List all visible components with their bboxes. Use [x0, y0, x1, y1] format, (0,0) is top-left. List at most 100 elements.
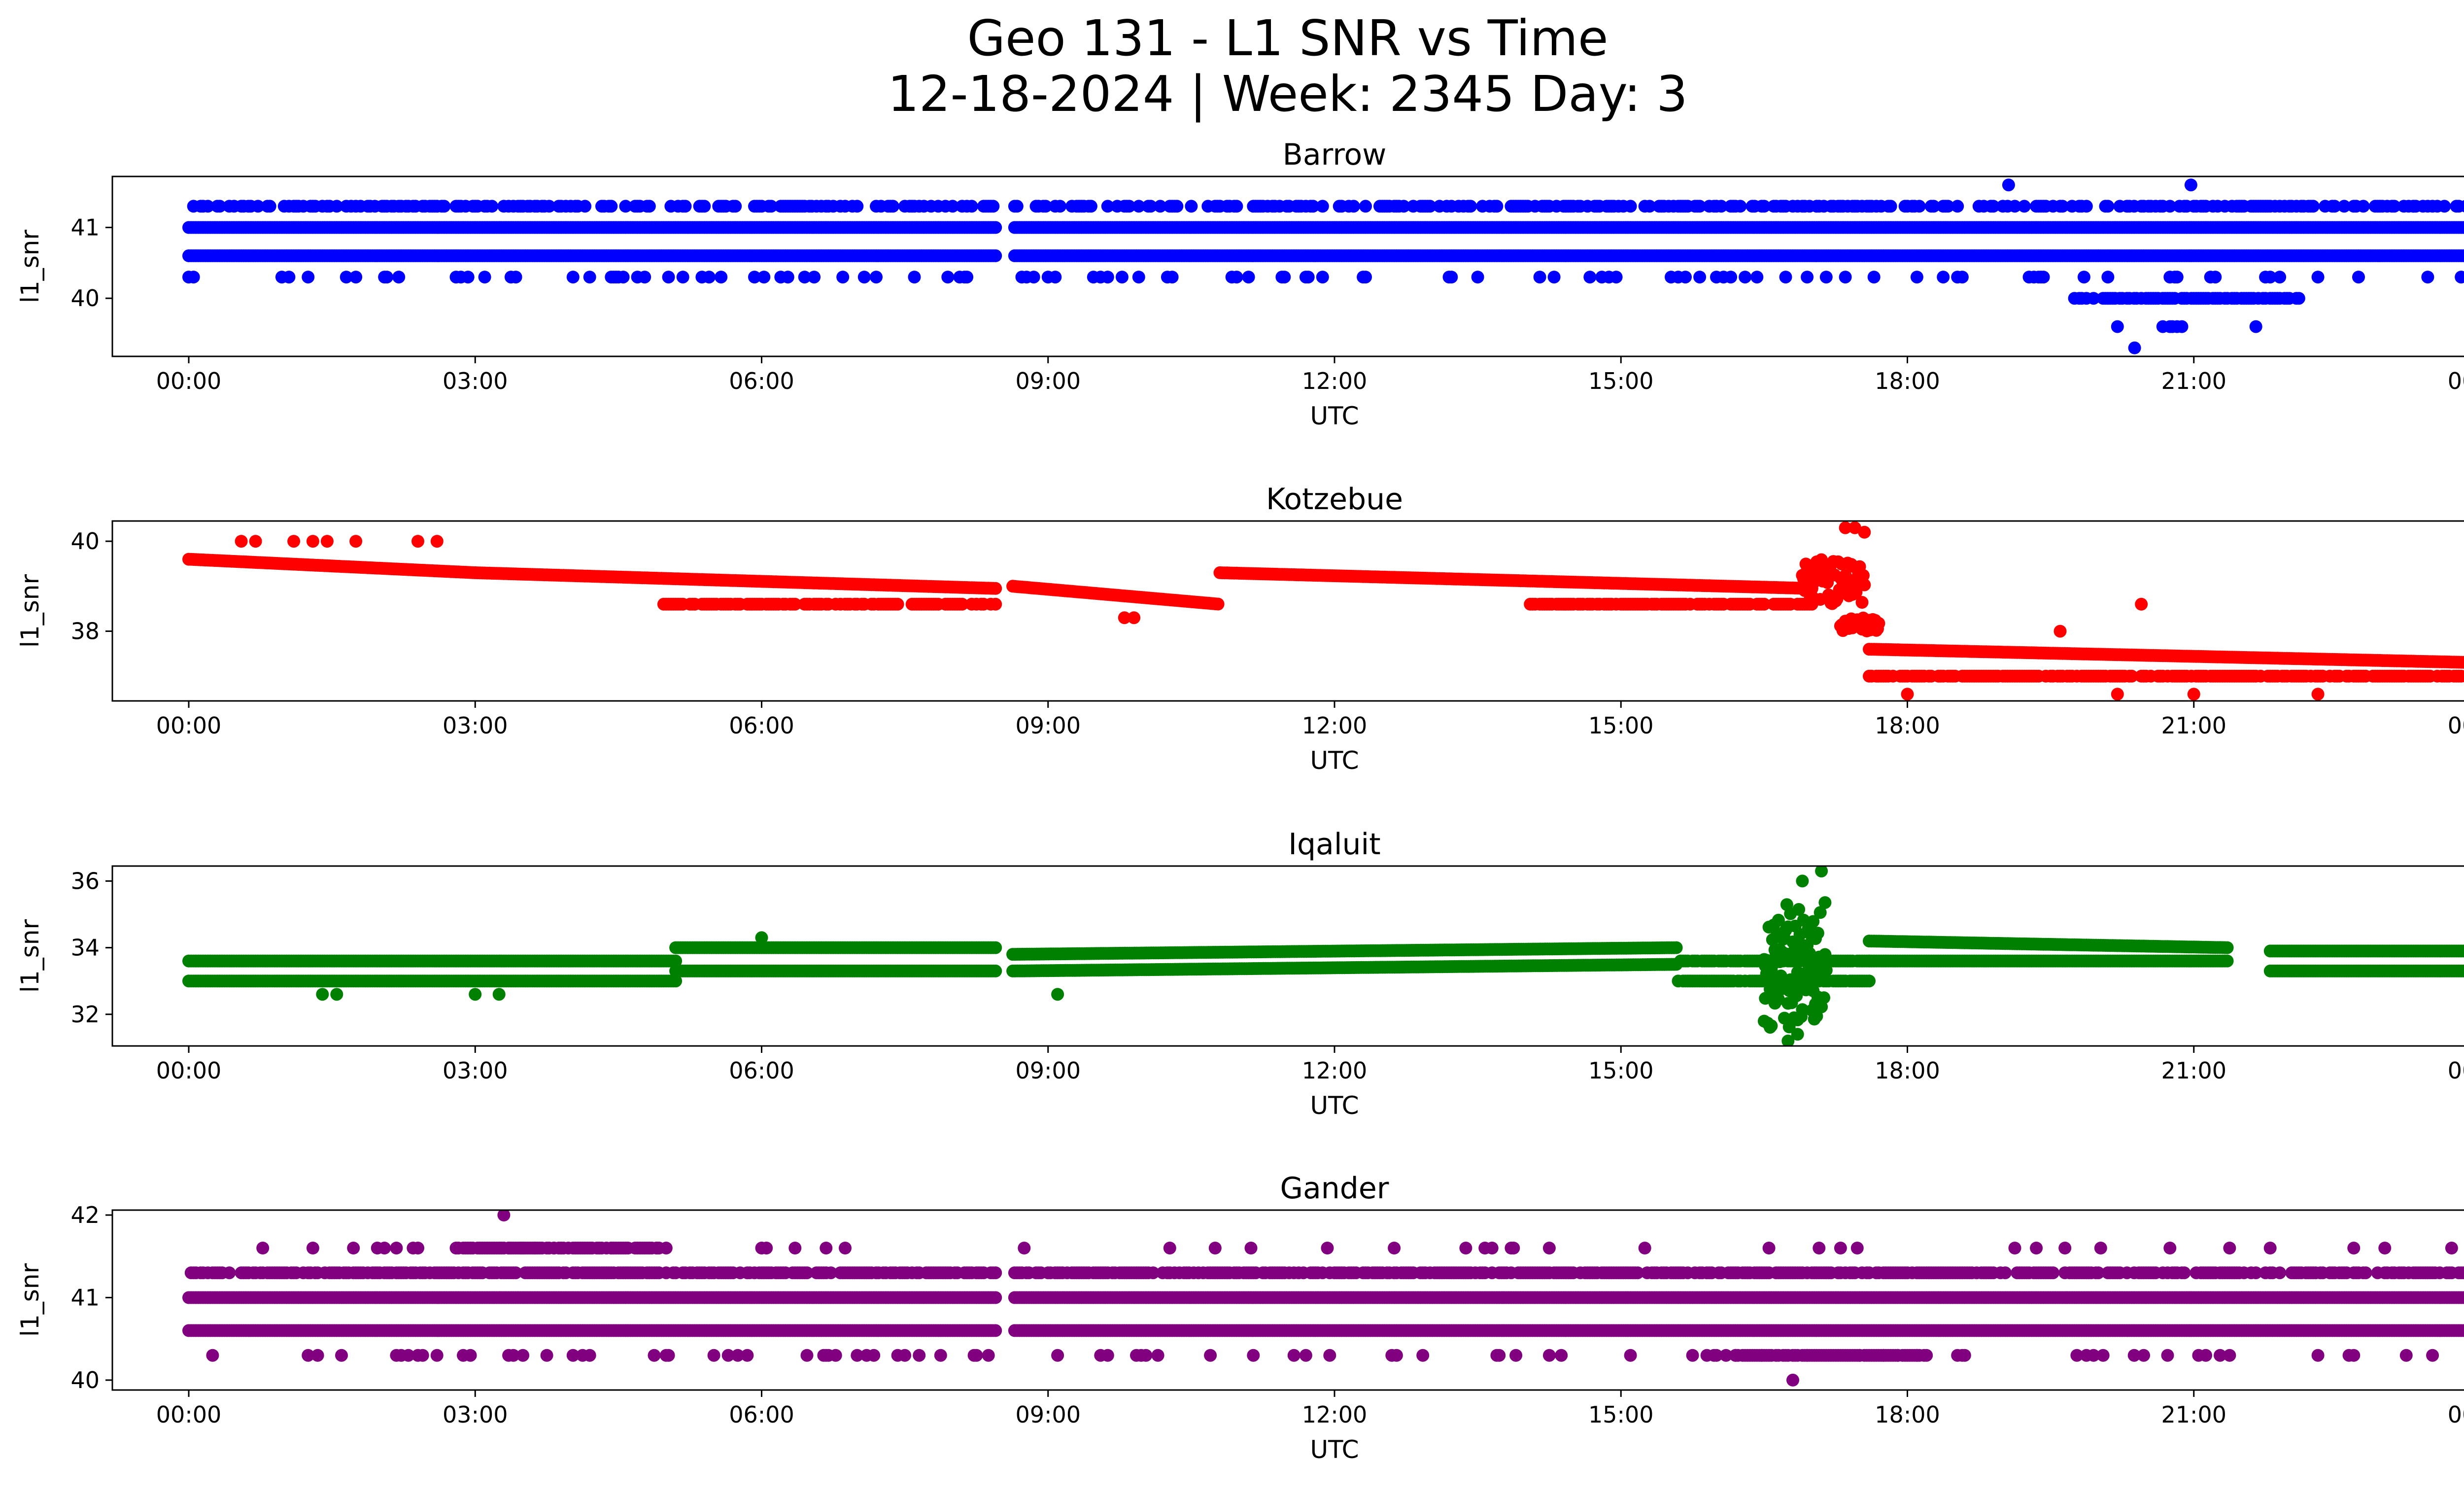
data-point: [2037, 271, 2050, 284]
data-point: [1679, 271, 1692, 284]
x-tick-label: 12:00: [1302, 712, 1368, 739]
data-point: [2462, 658, 2464, 667]
data-point: [2249, 320, 2262, 333]
data-point: [1643, 200, 1656, 213]
data-point: [987, 200, 1000, 213]
data-point: [340, 271, 353, 284]
data-point: [808, 271, 821, 284]
x-tick-label: 21:00: [2161, 368, 2226, 394]
data-point: [729, 200, 742, 213]
data-point: [2077, 271, 2090, 284]
data-point: [643, 200, 656, 213]
data-point: [411, 535, 424, 548]
data-point: [1901, 688, 1914, 701]
scatter-points: [182, 866, 2464, 1046]
data-point: [1955, 271, 1969, 284]
data-point: [757, 271, 771, 284]
data-point: [1693, 271, 1707, 284]
data-point: [213, 200, 226, 213]
data-point: [1872, 617, 1885, 630]
data-point: [1301, 271, 1315, 284]
y-tick-label: 38: [70, 618, 100, 645]
data-point: [485, 200, 499, 213]
data-point: [1170, 200, 1184, 213]
data-point: [2056, 200, 2069, 213]
scatter-points: [182, 178, 2464, 354]
x-tick-label: 00:00: [2448, 368, 2464, 394]
data-point: [287, 535, 301, 548]
data-point: [851, 200, 864, 213]
x-tick-label: 00:00: [156, 368, 222, 394]
figure-title-line1: Geo 131 - L1 SNR vs Time: [967, 9, 1608, 67]
x-axis-label: UTC: [1310, 402, 1359, 430]
data-point: [349, 535, 363, 548]
data-point: [461, 271, 475, 284]
data-point: [1855, 596, 1869, 609]
data-point: [788, 597, 802, 611]
data-point: [1242, 271, 1255, 284]
x-tick-label: 06:00: [729, 368, 794, 394]
data-point: [1693, 200, 1707, 213]
data-point: [1849, 586, 1863, 599]
data-point: [1211, 597, 1225, 611]
data-point: [2209, 271, 2222, 284]
y-axis: 40 41: [70, 214, 112, 312]
y-tick-label: 41: [70, 214, 100, 241]
data-point: [583, 271, 596, 284]
data-point: [1867, 271, 1881, 284]
data-point: [669, 954, 683, 968]
data-point: [251, 200, 265, 213]
data-point: [2002, 178, 2015, 192]
figure-title-line2: 12-18-2024 | Week: 2345 Day: 3: [888, 65, 1687, 123]
x-tick-label: 06:00: [729, 712, 794, 739]
data-point: [1316, 200, 1329, 213]
data-point: [1115, 271, 1129, 284]
x-tick-label: 21:00: [2161, 712, 2226, 739]
data-point: [702, 271, 716, 284]
data-point: [616, 271, 630, 284]
data-point: [2438, 200, 2451, 213]
data-point: [1123, 200, 1136, 213]
data-point: [1757, 200, 1771, 213]
data-point: [781, 271, 794, 284]
data-point: [1839, 521, 1852, 534]
scatter-points: [182, 521, 2464, 701]
data-point: [349, 271, 363, 284]
data-point: [2462, 251, 2464, 261]
data-point: [2080, 200, 2093, 213]
data-point: [965, 200, 978, 213]
data-point: [698, 200, 711, 213]
data-point: [1027, 271, 1040, 284]
data-point: [1910, 271, 1923, 284]
data-point: [2407, 200, 2420, 213]
data-point: [676, 271, 689, 284]
data-point: [1054, 200, 1066, 213]
x-axis-label: UTC: [1310, 746, 1359, 775]
y-tick-label: 40: [70, 285, 100, 312]
data-point: [1306, 200, 1320, 213]
data-point: [1132, 271, 1145, 284]
data-point: [1101, 200, 1114, 213]
data-point: [1750, 271, 1764, 284]
x-tick-label: 18:00: [1875, 712, 1940, 739]
data-point: [2328, 200, 2341, 213]
data-point: [2008, 200, 2021, 213]
data-point: [1084, 200, 1097, 213]
y-tick-label: 40: [70, 528, 100, 555]
y-axis-label: l1_snr: [16, 574, 44, 648]
data-point: [1856, 569, 1870, 582]
data-point: [1858, 525, 1871, 539]
data-point: [187, 271, 200, 284]
data-point: [857, 271, 871, 284]
data-point: [1132, 200, 1145, 213]
y-axis: 38 40: [70, 528, 112, 645]
data-point: [1927, 200, 1940, 213]
data-point: [380, 271, 393, 284]
data-point: [2337, 200, 2351, 213]
data-point: [989, 249, 1002, 262]
data-point: [989, 597, 1002, 611]
data-point: [1471, 271, 1484, 284]
